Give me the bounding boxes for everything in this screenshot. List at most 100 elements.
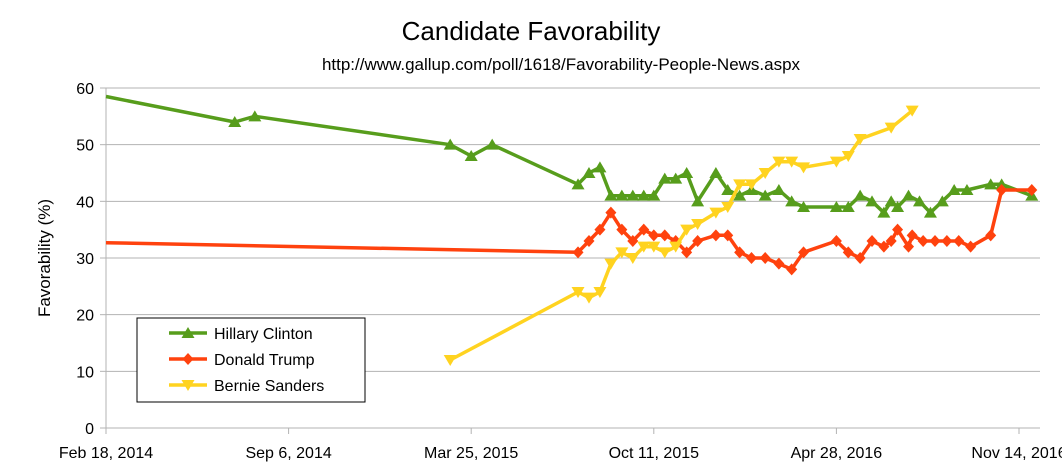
data-point-donald-trump [605,206,617,219]
series-line-hillary-clinton [105,94,1033,215]
data-point-donald-trump [798,246,810,259]
data-point-bernie-sanders [841,151,855,162]
data-point-hillary-clinton [853,189,867,201]
x-tick-label: Mar 25, 2015 [424,445,518,462]
plot-area [105,94,1039,366]
chart-title: Candidate Favorability [402,16,661,46]
data-point-hillary-clinton [902,189,916,201]
data-point-hillary-clinton [733,189,747,201]
x-tick-labels: Feb 18, 2014 Sep 6, 2014 Mar 25, 2015 Oct 1… [59,445,1062,462]
data-point-hillary-clinton [960,184,974,195]
data-point-bernie-sanders [637,241,651,253]
data-point-hillary-clinton [785,195,799,207]
data-point-bernie-sanders [658,247,672,259]
legend-marker [182,353,194,365]
data-point-bernie-sanders [615,247,629,259]
data-point-bernie-sanders [884,122,898,134]
data-point-hillary-clinton [443,138,457,150]
legend-label: Donald Trump [214,352,315,369]
data-point-hillary-clinton [582,167,596,178]
data-point-hillary-clinton [935,195,949,207]
legend-item-hillary-clinton: Hillary Clinton [169,326,313,343]
data-point-bernie-sanders [905,105,919,117]
data-point-donald-trump [786,263,798,276]
data-point-donald-trump [830,235,842,247]
data-point-hillary-clinton [637,189,651,201]
data-point-hillary-clinton [593,161,607,173]
data-point-bernie-sanders [647,241,661,253]
data-point-donald-trump [917,235,929,247]
data-point-hillary-clinton [772,184,786,195]
legend-item-donald-trump: Donald Trump [169,352,315,369]
data-point-donald-trump [659,229,671,242]
data-point-donald-trump [996,184,1008,196]
data-point-donald-trump [681,246,693,259]
data-point-bernie-sanders [691,219,705,230]
data-point-donald-trump [965,240,977,253]
legend-marker [181,380,195,391]
data-point-donald-trump [638,223,650,236]
data-point-bernie-sanders [604,258,618,270]
data-point-bernie-sanders [582,292,596,304]
data-point-hillary-clinton [615,189,629,201]
data-point-bernie-sanders [571,287,585,298]
data-point-hillary-clinton [877,206,891,218]
data-point-hillary-clinton [829,201,843,212]
data-point-donald-trump [903,240,915,253]
data-point-donald-trump [583,235,595,247]
data-point-hillary-clinton [841,201,855,212]
data-point-donald-trump [773,257,785,270]
x-tick-label: Feb 18, 2014 [59,445,153,462]
data-point-hillary-clinton [884,195,898,207]
data-point-donald-trump [941,235,953,247]
data-point-hillary-clinton [758,189,772,201]
data-point-donald-trump [627,235,639,247]
data-point-donald-trump [953,235,965,247]
series-bernie-sanders [443,105,919,366]
data-point-bernie-sanders [626,253,640,264]
series-donald-trump [105,184,1038,276]
x-tick-label: Nov 14, 2016 [971,445,1062,462]
y-tick-labels: 0 10 20 30 40 50 60 [76,81,94,438]
data-point-hillary-clinton [691,195,705,207]
data-point-hillary-clinton [571,178,585,190]
y-tick-label: 20 [76,308,94,325]
data-point-hillary-clinton [984,178,998,190]
data-point-donald-trump [1026,184,1038,196]
data-point-donald-trump [594,223,606,236]
data-point-donald-trump [854,252,866,264]
data-point-bernie-sanders [744,179,758,191]
data-point-hillary-clinton [995,178,1009,190]
y-tick-label: 60 [76,81,94,98]
data-point-donald-trump [892,223,904,236]
data-point-hillary-clinton [464,150,478,161]
y-tick-label: 10 [76,364,94,381]
y-tick-label: 50 [76,138,94,155]
data-point-hillary-clinton [626,189,640,201]
data-point-donald-trump [745,252,757,264]
data-point-donald-trump [759,252,771,264]
data-point-bernie-sanders [853,134,867,145]
data-point-hillary-clinton [912,195,926,207]
data-point-donald-trump [722,229,734,242]
data-point-hillary-clinton [485,138,499,150]
data-point-bernie-sanders [829,156,843,168]
data-point-donald-trump [866,235,878,247]
gridlines [106,87,1040,372]
legend-item-bernie-sanders: Bernie Sanders [169,378,324,395]
legend-label: Bernie Sanders [214,378,324,395]
data-point-donald-trump [906,229,918,242]
data-point-hillary-clinton [721,184,735,195]
data-point-donald-trump [842,246,854,259]
data-point-bernie-sanders [721,202,735,213]
y-tick-label: 0 [85,421,94,438]
data-point-donald-trump [885,235,897,247]
data-point-donald-trump [878,240,890,253]
data-point-hillary-clinton [658,172,672,184]
data-point-donald-trump [616,223,628,236]
data-point-hillary-clinton [947,184,961,195]
legend-marker [181,327,195,338]
data-point-donald-trump [710,229,722,242]
legend-label: Hillary Clinton [214,326,313,343]
